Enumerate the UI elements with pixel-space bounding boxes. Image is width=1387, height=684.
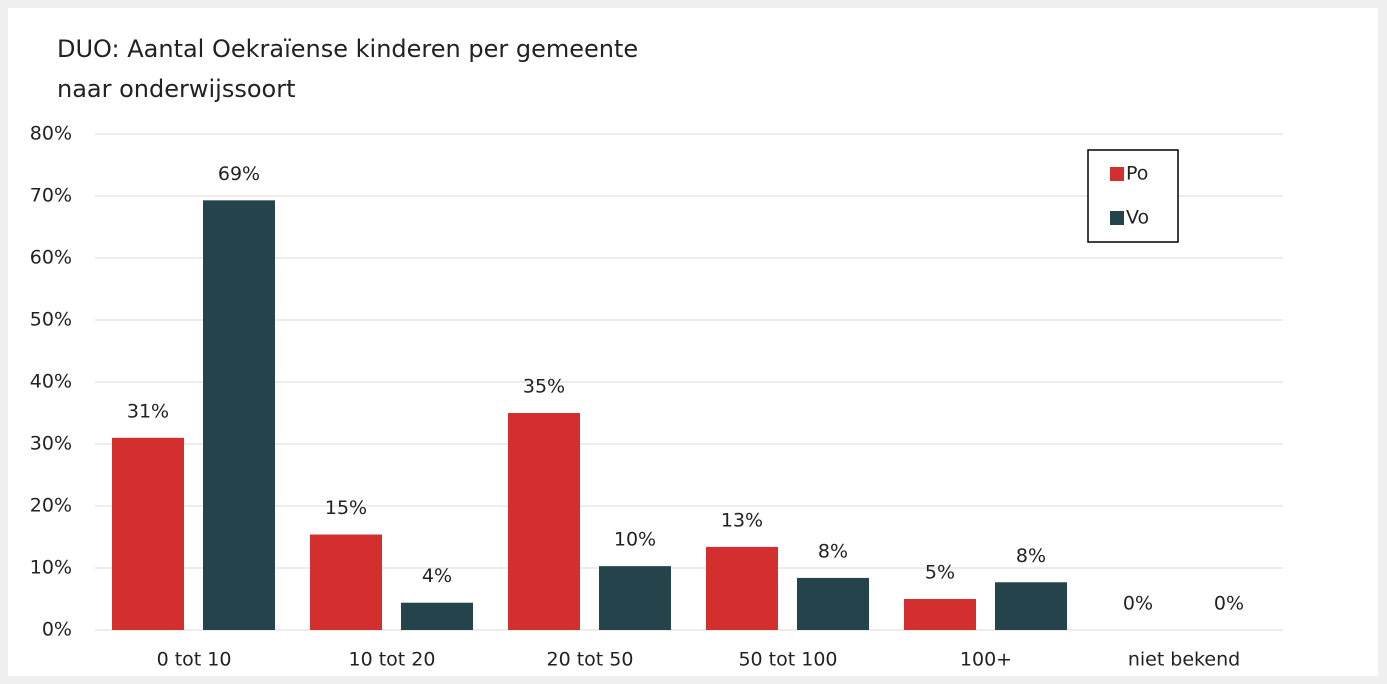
data-label: 5% [925, 562, 955, 584]
bar [599, 566, 671, 630]
x-tick-label: 0 tot 10 [157, 649, 232, 671]
chart-title: naar onderwijssoort [57, 75, 296, 103]
data-label: 31% [127, 400, 169, 422]
y-tick-label: 70% [30, 185, 72, 207]
bar [904, 599, 976, 630]
legend-label: Po [1126, 163, 1148, 185]
y-tick-label: 80% [30, 123, 72, 145]
legend-label: Vo [1126, 207, 1149, 229]
y-tick-label: 60% [30, 247, 72, 269]
bar [508, 413, 580, 630]
legend-swatch [1110, 167, 1124, 181]
legend-swatch [1110, 211, 1124, 225]
chart-title: DUO: Aantal Oekraïense kinderen per geme… [57, 35, 638, 63]
y-tick-label: 30% [30, 433, 72, 455]
bar [797, 577, 869, 630]
data-label: 10% [614, 529, 656, 551]
data-label: 13% [721, 509, 763, 531]
y-tick-label: 10% [30, 557, 72, 579]
y-tick-label: 50% [30, 309, 72, 331]
bar [995, 582, 1067, 630]
data-label: 15% [325, 497, 367, 519]
bar [112, 437, 184, 630]
data-label: 8% [818, 540, 848, 562]
data-label: 8% [1016, 545, 1046, 567]
legend-box [1087, 149, 1179, 243]
data-label: 35% [523, 376, 565, 398]
data-label: 0% [1214, 593, 1244, 615]
x-tick-label: 20 tot 50 [547, 649, 634, 671]
x-tick-label: 50 tot 100 [738, 649, 837, 671]
y-tick-label: 0% [42, 619, 72, 641]
y-tick-label: 40% [30, 371, 72, 393]
x-tick-label: 100+ [960, 649, 1012, 671]
bar [310, 534, 382, 630]
data-label: 69% [218, 163, 260, 185]
y-tick-label: 20% [30, 495, 72, 517]
data-label: 0% [1123, 593, 1153, 615]
bar [706, 546, 778, 630]
x-tick-label: 10 tot 20 [349, 649, 436, 671]
bar [401, 602, 473, 630]
bar [203, 200, 275, 630]
x-tick-label: niet bekend [1128, 649, 1240, 671]
data-label: 4% [422, 565, 452, 587]
